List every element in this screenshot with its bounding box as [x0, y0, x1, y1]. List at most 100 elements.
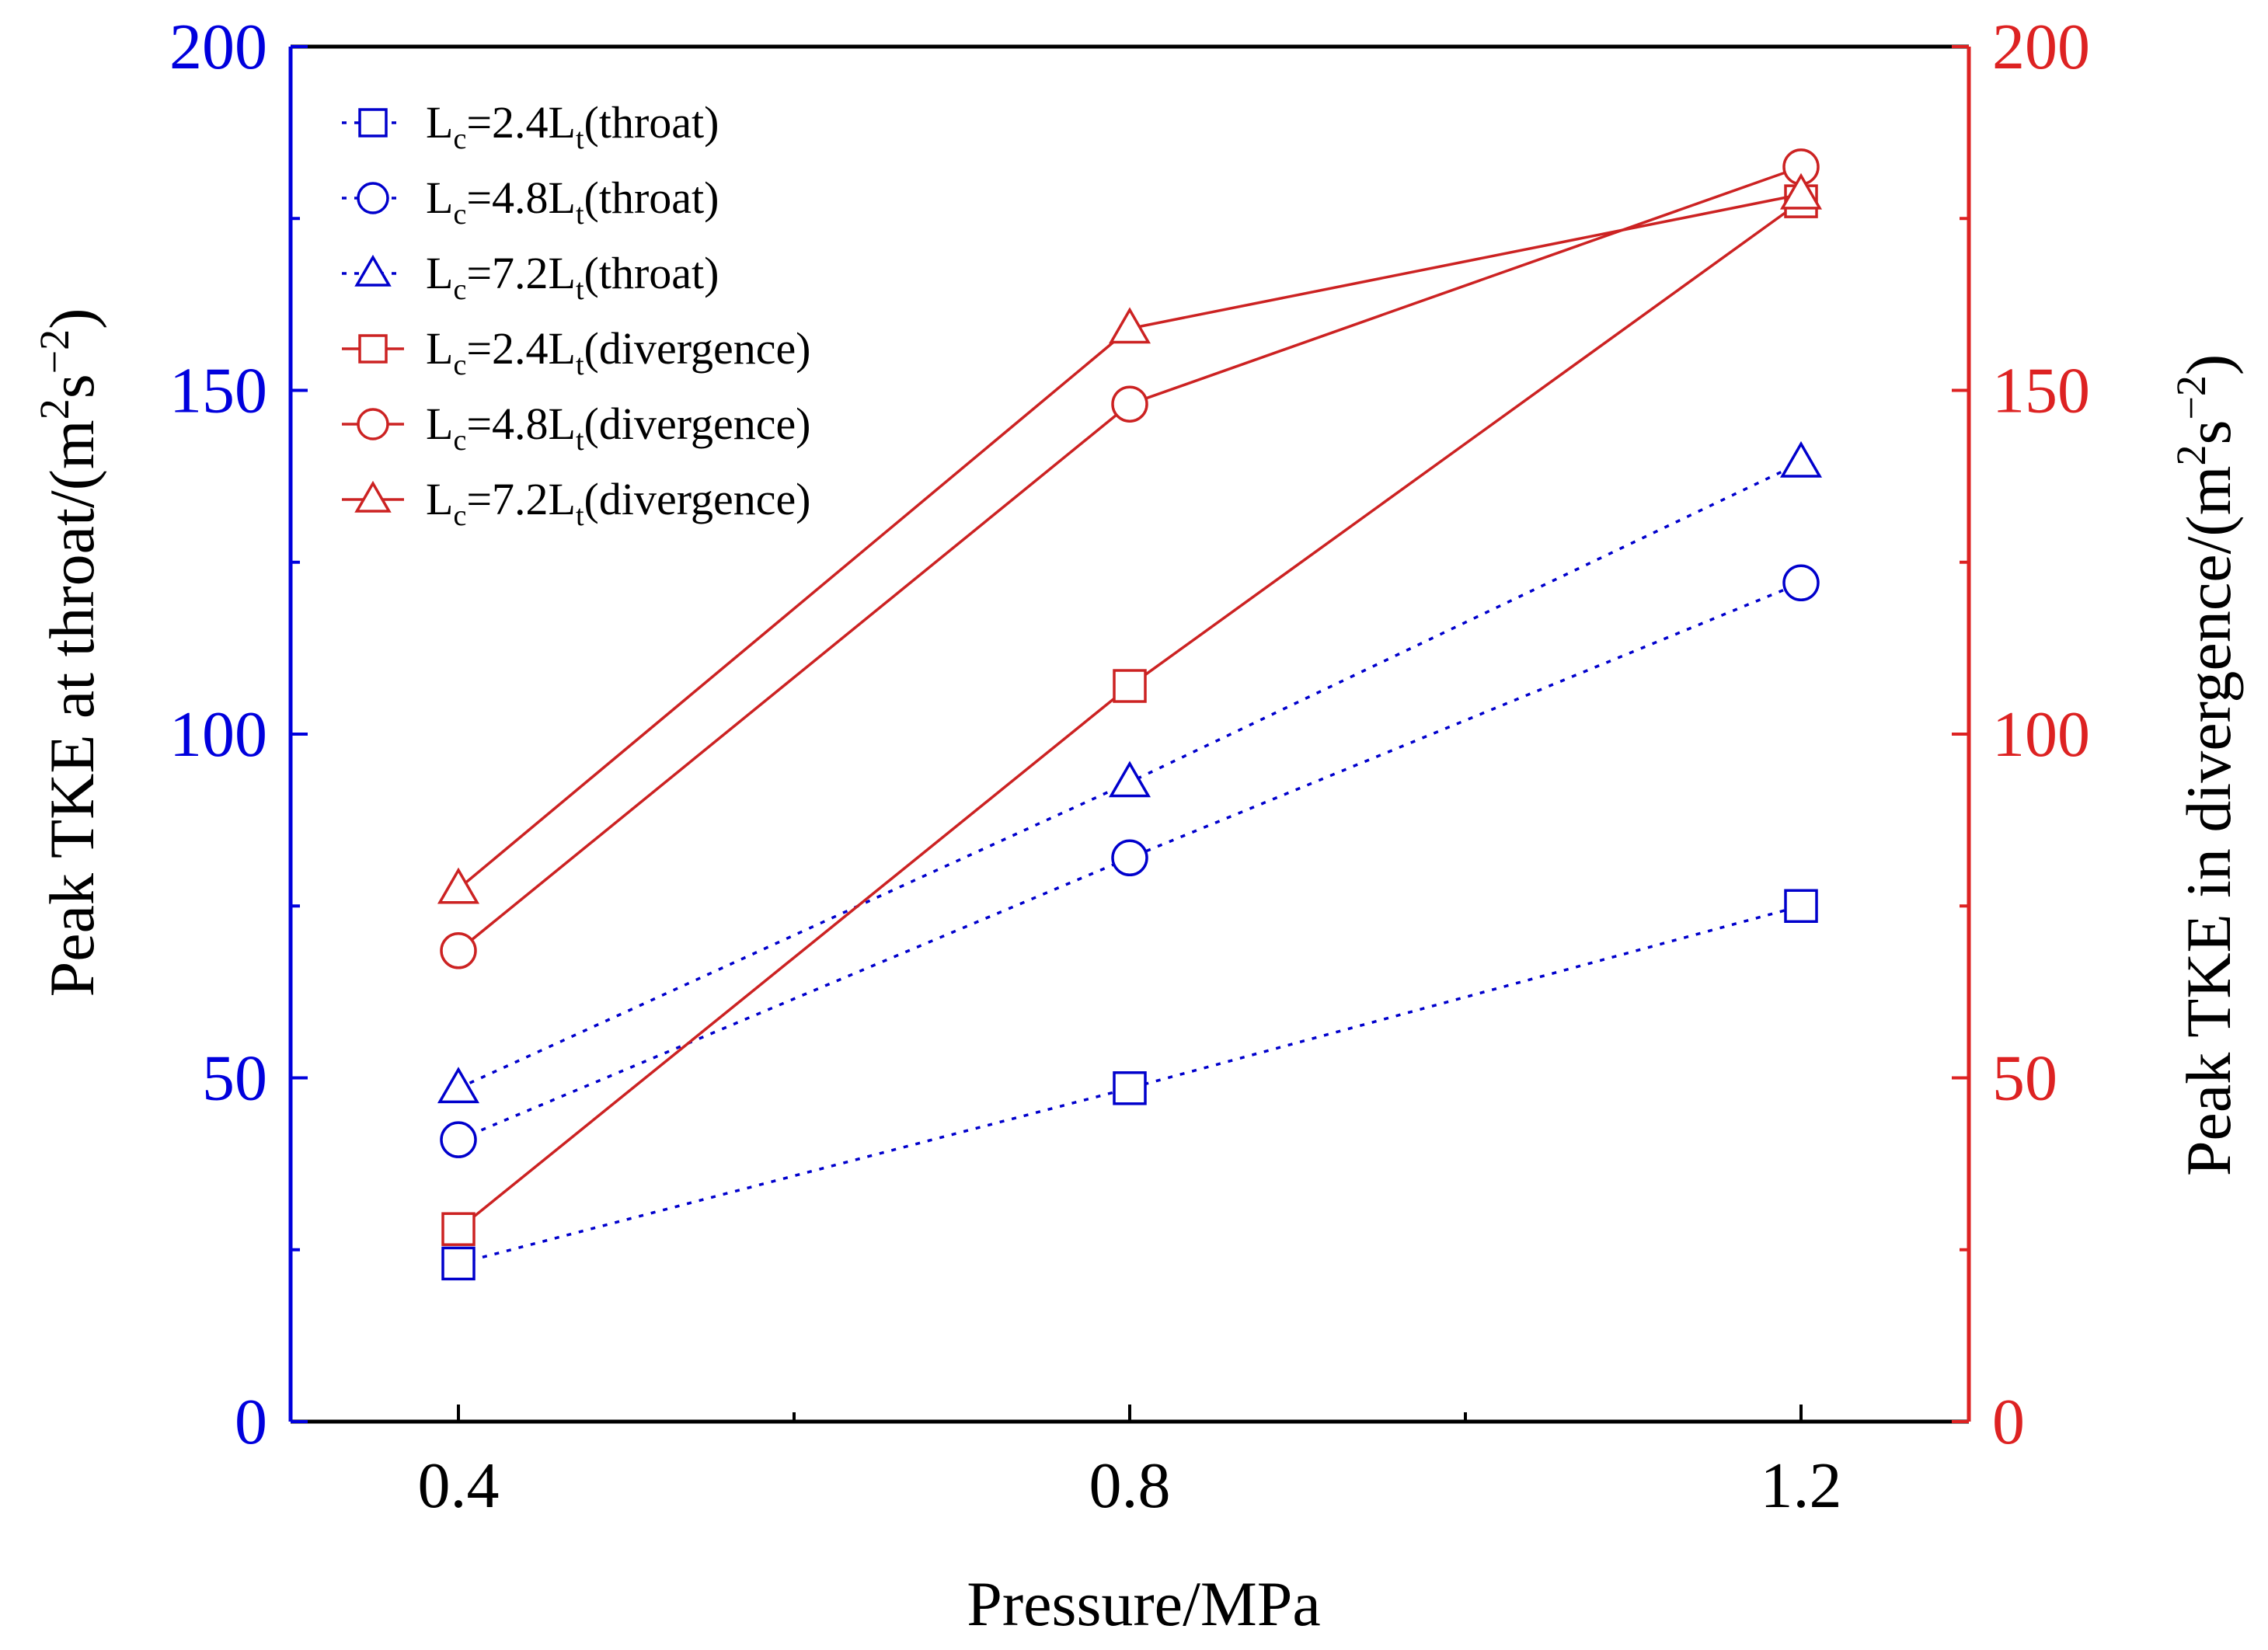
- data-point-circle: [1111, 839, 1148, 877]
- legend-label-part: =7.2L: [466, 474, 576, 524]
- legend-entry-6: Lc=7.2Lt(divergence): [342, 474, 811, 532]
- legend-label-part: t: [576, 273, 584, 306]
- y-left-tick-label: 200: [169, 11, 267, 83]
- legend-label: Lc=2.4Lt(throat): [426, 97, 719, 155]
- y-left-tick-label: 0: [235, 1386, 267, 1458]
- data-point-triangle: [1779, 440, 1823, 478]
- x-tick-label: 0.4: [418, 1450, 500, 1522]
- y-left-title-mid: s: [37, 374, 107, 399]
- legend-label-part: c: [453, 198, 466, 231]
- y-right-tick-label: 150: [1992, 355, 2090, 427]
- y-right-tick-label: 50: [1992, 1043, 2057, 1115]
- legend-label-part: (divergence): [584, 399, 811, 449]
- legend-label-part: t: [576, 198, 584, 231]
- legend: Lc=2.4Lt(throat)Lc=4.8Lt(throat)Lc=7.2Lt…: [342, 97, 811, 532]
- legend-label: Lc=7.2Lt(divergence): [426, 474, 811, 532]
- legend-label-part: c: [453, 349, 466, 381]
- legend-entry-2: Lc=4.8Lt(throat): [342, 172, 719, 231]
- y-left-title-main: Peak TKE at throat/(m: [37, 419, 107, 997]
- legend-entry-1: Lc=2.4Lt(throat): [342, 97, 719, 155]
- series-2: [440, 564, 1820, 1158]
- legend-label-part: t: [576, 424, 584, 457]
- y-right-tick-label: 0: [1992, 1386, 2025, 1458]
- y-right-title-sup1: 2: [2168, 445, 2214, 466]
- legend-label-part: c: [453, 123, 466, 155]
- data-point-square: [441, 1246, 476, 1281]
- legend-marker-square: [358, 108, 388, 138]
- legend-label-part: t: [576, 349, 584, 381]
- legend-label: Lc=4.8Lt(throat): [426, 172, 719, 231]
- y-right-tick-label: 100: [1992, 698, 2090, 771]
- legend-entry-3: Lc=7.2Lt(throat): [342, 248, 719, 306]
- data-point-triangle: [1108, 761, 1151, 798]
- y-right-title-end: ): [2173, 354, 2244, 375]
- legend-label-part: =2.4L: [466, 97, 576, 148]
- y-right-tick-label: 200: [1992, 11, 2090, 83]
- legend-entry-5: Lc=4.8Lt(divergence): [342, 399, 811, 457]
- data-point-triangle: [1108, 307, 1151, 344]
- legend-label-part: c: [453, 424, 466, 457]
- legend-marker-circle: [357, 408, 389, 440]
- series-3: [437, 440, 1823, 1104]
- data-point-circle: [440, 932, 477, 969]
- data-point-square: [1784, 889, 1818, 923]
- data-point-triangle: [437, 867, 480, 904]
- y-right-axis-title: Peak TKE in divergence/(m2s−2): [2168, 354, 2244, 1176]
- legend-label: Lc=2.4Lt(divergence): [426, 323, 811, 381]
- data-point-triangle: [1779, 172, 1823, 210]
- axes-layer: 0.4 0.8 1.2 0 50 100 150 200 0 50 100 150 200: [169, 11, 2090, 1522]
- legend-label-part: L: [426, 399, 453, 449]
- series-1: [441, 889, 1818, 1281]
- data-point-square: [1113, 669, 1147, 703]
- y-left-title-end: ): [37, 308, 107, 329]
- data-point-triangle: [437, 1067, 480, 1104]
- legend-marker-triangle: [354, 254, 392, 287]
- y-right-title-mid: s: [2173, 420, 2244, 445]
- x-axis-title: Pressure/MPa: [967, 1568, 1321, 1639]
- x-tick-label: 1.2: [1761, 1450, 1842, 1522]
- data-point-square: [1113, 1071, 1147, 1105]
- x-tick-label: 0.8: [1089, 1450, 1171, 1522]
- legend-label-part: c: [453, 273, 466, 306]
- legend-label-part: (throat): [584, 248, 719, 298]
- legend-label-part: L: [426, 172, 453, 223]
- y-left-tick-label: 50: [202, 1043, 267, 1115]
- legend-label-part: =4.8L: [466, 172, 576, 223]
- legend-label-part: (divergence): [584, 474, 811, 524]
- legend-label-part: L: [426, 248, 453, 298]
- legend-marker-square: [358, 334, 388, 364]
- data-point-square: [441, 1212, 476, 1246]
- legend-label-part: =2.4L: [466, 323, 576, 374]
- y-left-tick-label: 150: [169, 355, 267, 427]
- series-line: [458, 904, 1802, 1265]
- series-6: [437, 172, 1823, 904]
- legend-label: Lc=7.2Lt(throat): [426, 248, 719, 306]
- y-left-title-sup2: −2: [31, 329, 78, 374]
- legend-label-part: t: [576, 123, 584, 155]
- legend-marker-triangle: [354, 480, 392, 513]
- legend-label-part: (throat): [584, 97, 719, 148]
- legend-label-part: (divergence): [584, 323, 811, 374]
- y-left-axis-title: Peak TKE at throat/(m2s−2): [31, 308, 107, 997]
- series-layer: [437, 148, 1823, 1281]
- y-right-title-sup2: −2: [2168, 375, 2214, 419]
- legend-entry-4: Lc=2.4Lt(divergence): [342, 323, 811, 381]
- legend-label-part: c: [453, 500, 466, 532]
- legend-label-part: L: [426, 323, 453, 374]
- legend-label: Lc=4.8Lt(divergence): [426, 399, 811, 457]
- legend-label-part: L: [426, 474, 453, 524]
- data-point-circle: [1782, 564, 1820, 602]
- y-left-title-sup1: 2: [31, 399, 78, 419]
- y-right-title-main: Peak TKE in divergence/(m: [2173, 466, 2244, 1177]
- y-left-tick-label: 100: [169, 698, 267, 771]
- legend-marker-circle: [357, 182, 389, 214]
- data-point-circle: [1111, 385, 1148, 423]
- legend-label-part: L: [426, 97, 453, 148]
- legend-label-part: (throat): [584, 172, 719, 223]
- legend-label-part: =7.2L: [466, 248, 576, 298]
- legend-label-part: =4.8L: [466, 399, 576, 449]
- data-point-circle: [440, 1121, 477, 1158]
- legend-label-part: t: [576, 500, 584, 532]
- series-5: [440, 148, 1820, 969]
